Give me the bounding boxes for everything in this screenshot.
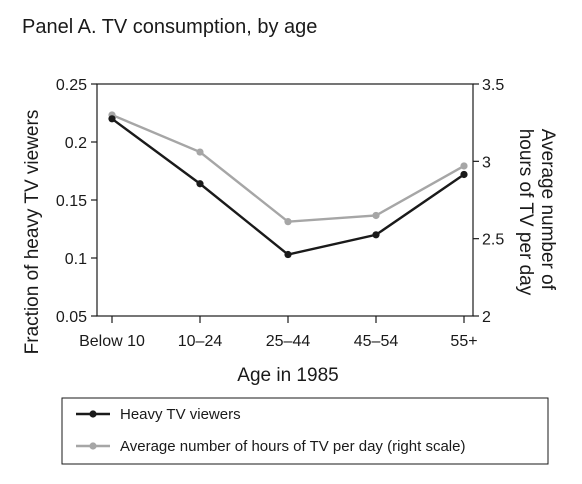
data-point-hours-per-day bbox=[284, 218, 292, 226]
data-point-hours-per-day bbox=[372, 211, 380, 220]
x-tick-label: 25–44 bbox=[266, 333, 311, 350]
data-point-hours-per-day bbox=[196, 148, 204, 156]
legend: Heavy TV viewers Average number of hours … bbox=[61, 397, 549, 465]
data-point-heavy-viewers bbox=[460, 170, 468, 179]
plot-frame bbox=[96, 83, 474, 317]
y2-axis-label-line-2: hours of TV per day bbox=[515, 129, 536, 296]
chart-title: Panel A. TV consumption, by age bbox=[22, 16, 317, 38]
plot-area: 0.05 0.1 0.15 0.2 0.25 2 2.5 3 3.5 Below 10 10–2… bbox=[56, 77, 504, 350]
series-line-hours-per-day bbox=[111, 113, 465, 223]
y-tick-label: 0.2 bbox=[65, 135, 87, 152]
x-tick-label: 55+ bbox=[450, 333, 477, 350]
legend-swatch-marker bbox=[89, 410, 97, 418]
legend-entry-label: Heavy TV viewers bbox=[120, 406, 241, 423]
series-group bbox=[108, 111, 468, 259]
y2-axis-label-line-1: Average number of bbox=[537, 129, 558, 291]
y-tick-label: 0.05 bbox=[56, 309, 87, 326]
data-point-hours-per-day bbox=[460, 162, 468, 170]
data-point-heavy-viewers bbox=[108, 115, 116, 123]
x-tick-label: Below 10 bbox=[79, 333, 145, 350]
y-tick-label: 0.25 bbox=[56, 77, 87, 94]
legend-entry-label: Average number of hours of TV per day (r… bbox=[120, 438, 465, 455]
x-axis-label: Age in 1985 bbox=[237, 365, 338, 386]
y-axis-label: Fraction of heavy TV viewers bbox=[22, 110, 43, 355]
x-tick-label: 10–24 bbox=[178, 333, 223, 350]
data-point-heavy-viewers bbox=[196, 180, 204, 188]
series-line-heavy-viewers bbox=[111, 117, 465, 256]
legend-box bbox=[61, 397, 549, 465]
y2-axis-label: Average number of hours of TV per day bbox=[515, 129, 558, 296]
x-tick-label: 45–54 bbox=[354, 333, 399, 350]
y2-tick-label: 3 bbox=[482, 154, 491, 171]
data-point-heavy-viewers bbox=[372, 231, 380, 239]
y-tick-label: 0.1 bbox=[65, 251, 87, 268]
right-axis: 2 2.5 3 3.5 bbox=[473, 77, 504, 326]
y2-tick-label: 3.5 bbox=[482, 77, 504, 94]
x-axis: Below 10 10–24 25–44 45–54 55+ bbox=[79, 316, 478, 350]
y-tick-label: 0.15 bbox=[56, 193, 87, 210]
y2-tick-label: 2.5 bbox=[482, 232, 504, 249]
left-axis: 0.05 0.1 0.15 0.2 0.25 bbox=[56, 77, 97, 326]
y2-tick-label: 2 bbox=[482, 309, 491, 326]
legend-swatch-marker bbox=[89, 442, 97, 450]
data-point-heavy-viewers bbox=[284, 250, 292, 259]
